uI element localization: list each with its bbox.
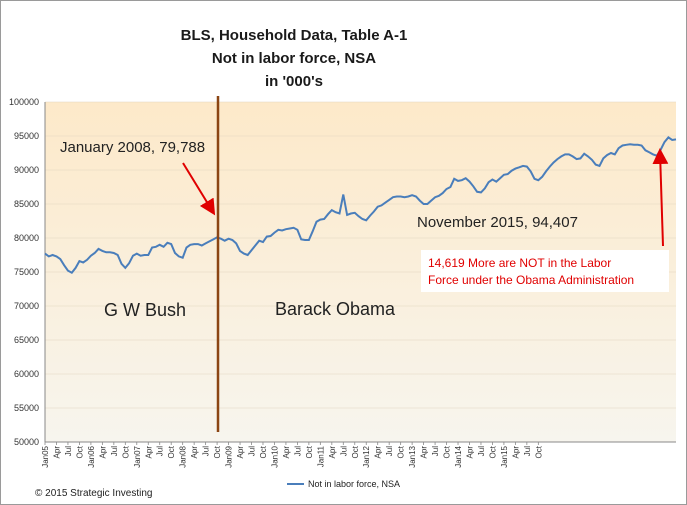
- x-tick-label: Jul: [385, 446, 394, 456]
- x-tick-label: Jan05: [41, 445, 50, 467]
- x-tick-label: Oct: [213, 445, 222, 458]
- x-tick-label: Jan09: [225, 445, 234, 467]
- x-tick-label: Jul: [156, 446, 165, 456]
- era-label-bush: G W Bush: [104, 300, 186, 320]
- x-axis-ticks: Jan05 Apr Jul Oct Jan06 Apr Jul Oct Jan07 Apr Jul O…: [41, 442, 543, 468]
- x-tick-label: Oct: [305, 445, 314, 458]
- chart-title-line-2: Not in labor force, NSA: [212, 50, 376, 67]
- note-line-1: 14,619 More are NOT in the Labor: [428, 256, 611, 270]
- y-axis-ticks: 100000 95000 90000 85000 80000 75000 70000 6500…: [9, 97, 39, 447]
- era-label-obama: Barack Obama: [275, 299, 396, 319]
- series-line-not-in-labor-force: [44, 136, 677, 274]
- copyright-text: © 2015 Strategic Investing: [35, 488, 152, 499]
- y-tick-label: 95000: [14, 131, 39, 141]
- chart-title-line-1: BLS, Household Data, Table A-1: [181, 27, 408, 44]
- x-tick-label: Oct: [259, 445, 268, 458]
- x-tick-label: Oct: [488, 445, 497, 458]
- x-tick-label: Oct: [443, 445, 452, 458]
- x-tick-label: Jul: [293, 446, 302, 456]
- x-tick-label: Oct: [351, 445, 360, 458]
- x-tick-label: Jan06: [87, 445, 96, 467]
- x-tick-label: Jan13: [408, 445, 417, 467]
- y-tick-label: 100000: [9, 97, 39, 107]
- x-tick-label: Apr: [236, 446, 245, 459]
- legend-label: Not in labor force, NSA: [308, 479, 400, 489]
- x-tick-label: Oct: [397, 445, 406, 458]
- x-tick-label: Apr: [282, 446, 291, 459]
- x-tick-label: Oct: [121, 445, 130, 458]
- x-tick-label: Jul: [248, 446, 257, 456]
- x-tick-label: Apr: [465, 446, 474, 459]
- annotation-nov-2015: November 2015, 94,407: [417, 214, 578, 231]
- x-tick-label: Jul: [64, 446, 73, 456]
- x-tick-label: Oct: [167, 445, 176, 458]
- x-tick-label: Jan11: [316, 445, 325, 467]
- x-tick-label: Apr: [52, 446, 61, 459]
- x-tick-label: Jul: [339, 446, 348, 456]
- x-tick-label: Jul: [202, 446, 211, 456]
- x-tick-label: Jul: [523, 446, 532, 456]
- x-tick-label: Apr: [328, 446, 337, 459]
- x-tick-label: Apr: [511, 446, 520, 459]
- chart-title-line-3: in '000's: [265, 73, 323, 90]
- x-tick-label: Jan12: [362, 445, 371, 467]
- y-tick-label: 75000: [14, 267, 39, 277]
- y-tick-label: 70000: [14, 301, 39, 311]
- x-tick-label: Jul: [477, 446, 486, 456]
- note-line-2: Force under the Obama Administration: [428, 273, 634, 287]
- x-tick-label: Jan15: [500, 445, 509, 467]
- y-tick-label: 50000: [14, 437, 39, 447]
- y-tick-label: 55000: [14, 403, 39, 413]
- note-box: [421, 250, 669, 292]
- y-tick-label: 80000: [14, 233, 39, 243]
- y-tick-label: 60000: [14, 369, 39, 379]
- y-tick-label: 85000: [14, 199, 39, 209]
- x-tick-label: Apr: [98, 446, 107, 459]
- annotation-jan-2008: January 2008, 79,788: [60, 139, 205, 156]
- arrow-jan-2008: [182, 162, 216, 216]
- x-tick-label: Jul: [110, 446, 119, 456]
- x-tick-label: Jan07: [133, 445, 142, 467]
- x-tick-label: Apr: [420, 446, 429, 459]
- x-tick-label: Oct: [534, 445, 543, 458]
- x-tick-label: Jan14: [454, 445, 463, 467]
- x-tick-label: Apr: [144, 446, 153, 459]
- x-tick-label: Jan08: [179, 445, 188, 467]
- x-tick-label: Apr: [190, 446, 199, 459]
- x-tick-label: Apr: [374, 446, 383, 459]
- y-tick-label: 65000: [14, 335, 39, 345]
- x-tick-label: Jul: [431, 446, 440, 456]
- x-tick-label: Oct: [75, 445, 84, 458]
- x-tick-label: Jan10: [270, 445, 279, 467]
- arrow-nov-2015: [652, 148, 669, 247]
- y-tick-label: 90000: [14, 165, 39, 175]
